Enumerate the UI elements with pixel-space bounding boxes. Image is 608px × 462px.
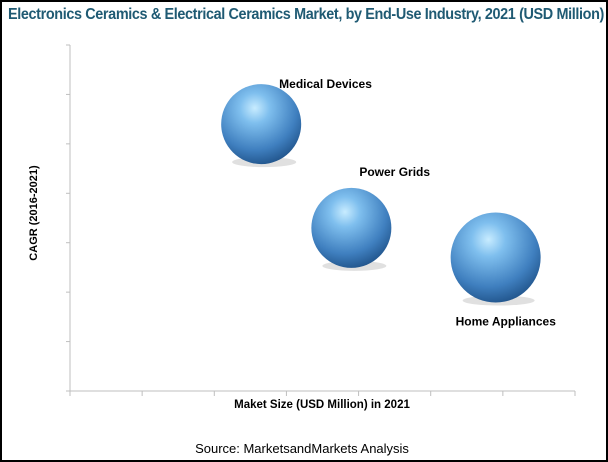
bubble-label: Medical Devices: [279, 77, 372, 91]
bubble-label: Home Appliances: [456, 315, 557, 329]
x-axis-label: Maket Size (USD Million) in 2021: [234, 399, 410, 411]
source-note: Source: MarketsandMarkets Analysis: [195, 441, 409, 456]
bubble-medical-devices: [221, 84, 302, 165]
bubble-home-appliances: [450, 212, 541, 303]
bubble-power-grids: [311, 187, 392, 268]
bubble-label: Power Grids: [359, 165, 430, 179]
chart-title: Electronics Ceramics & Electrical Cerami…: [8, 6, 604, 23]
